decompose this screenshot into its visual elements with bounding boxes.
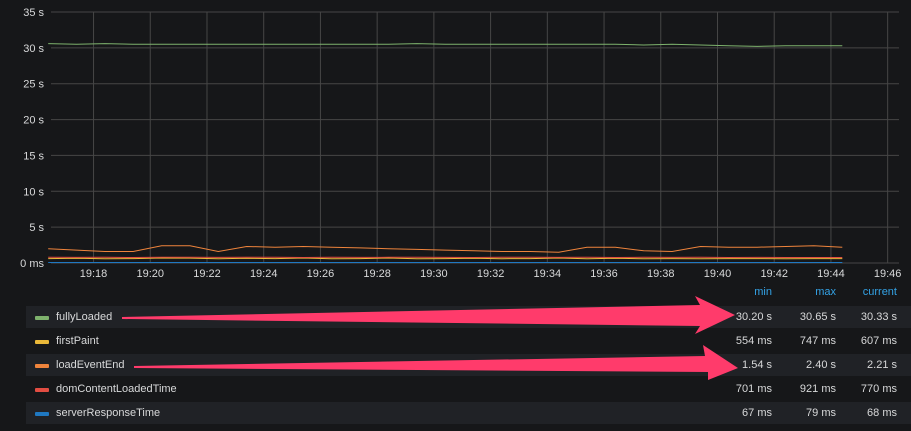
legend-value-current: 607 ms: [860, 335, 897, 347]
legend-value-current: 2.21 s: [867, 359, 897, 371]
series-line-firstPaint: [48, 257, 843, 260]
legend-value-max: 30.65 s: [799, 311, 836, 323]
series-color-swatch[interactable]: [35, 316, 49, 320]
series-line-loadEventEnd: [48, 245, 843, 253]
legend-value-min: 1.54 s: [742, 359, 772, 371]
y-tick-label: 15 s: [23, 150, 44, 162]
legend-value-max: 921 ms: [799, 383, 836, 395]
x-tick-label: 19:30: [420, 268, 448, 280]
x-tick-label: 19:18: [80, 268, 108, 280]
legend-header-max[interactable]: max: [815, 286, 836, 298]
series-color-swatch[interactable]: [35, 340, 49, 344]
y-tick-label: 5 s: [29, 222, 44, 234]
legend-row-domContentLoadedTime[interactable]: domContentLoadedTime 701 ms 921 ms 770 ms: [26, 378, 911, 400]
legend-value-min: 67 ms: [742, 407, 772, 419]
legend-value-min: 701 ms: [735, 383, 772, 395]
x-tick-label: 19:38: [647, 268, 675, 280]
x-tick-label: 19:22: [193, 268, 221, 280]
y-tick-label: 35 s: [23, 7, 44, 19]
legend-row-serverResponseTime[interactable]: serverResponseTime 67 ms 79 ms 68 ms: [26, 402, 911, 424]
legend-value-min: 30.20 s: [735, 311, 772, 323]
legend-series-name[interactable]: fullyLoaded: [56, 311, 113, 323]
legend-value-max: 2.40 s: [806, 359, 836, 371]
legend-row-loadEventEnd[interactable]: loadEventEnd 1.54 s 2.40 s 2.21 s: [26, 354, 911, 376]
legend-header: min max current: [26, 286, 911, 306]
x-tick-label: 19:26: [307, 268, 335, 280]
y-tick-label: 20 s: [23, 115, 44, 127]
y-tick-label: 10 s: [23, 186, 44, 198]
legend-value-current: 770 ms: [860, 383, 897, 395]
legend-series-name[interactable]: serverResponseTime: [56, 407, 161, 419]
series-color-swatch[interactable]: [35, 364, 49, 368]
series-color-swatch[interactable]: [35, 388, 49, 392]
legend-value-current: 30.33 s: [860, 311, 897, 323]
x-tick-label: 19:24: [250, 268, 278, 280]
x-tick-label: 19:28: [363, 268, 391, 280]
x-tick-label: 19:20: [136, 268, 164, 280]
x-tick-label: 19:32: [477, 268, 505, 280]
series-line-fullyLoaded: [48, 43, 843, 47]
legend-value-max: 747 ms: [799, 335, 836, 347]
x-tick-label: 19:46: [874, 268, 902, 280]
legend-series-name[interactable]: loadEventEnd: [56, 359, 125, 371]
x-tick-label: 19:36: [590, 268, 618, 280]
x-tick-label: 19:42: [760, 268, 788, 280]
y-tick-label: 25 s: [23, 79, 44, 91]
legend-header-min[interactable]: min: [754, 286, 772, 298]
legend-series-name[interactable]: domContentLoadedTime: [56, 383, 177, 395]
y-tick-label: 0 ms: [20, 258, 44, 270]
y-tick-label: 30 s: [23, 43, 44, 55]
legend-value-min: 554 ms: [735, 335, 772, 347]
legend-series-name[interactable]: firstPaint: [56, 335, 99, 347]
legend-value-max: 79 ms: [806, 407, 836, 419]
series-color-swatch[interactable]: [35, 412, 49, 416]
legend-row-firstPaint[interactable]: firstPaint 554 ms 747 ms 607 ms: [26, 330, 911, 352]
legend-row-fullyLoaded[interactable]: fullyLoaded 30.20 s 30.65 s 30.33 s: [26, 306, 911, 328]
x-tick-label: 19:44: [817, 268, 845, 280]
x-tick-label: 19:40: [704, 268, 732, 280]
x-tick-label: 19:34: [534, 268, 562, 280]
legend-header-current[interactable]: current: [862, 286, 897, 298]
legend-value-current: 68 ms: [867, 407, 897, 419]
time-series-chart: 0 ms 5 s 10 s 15 s 20 s 25 s 30 s 35 s 19:18 19:2…: [20, 7, 902, 280]
